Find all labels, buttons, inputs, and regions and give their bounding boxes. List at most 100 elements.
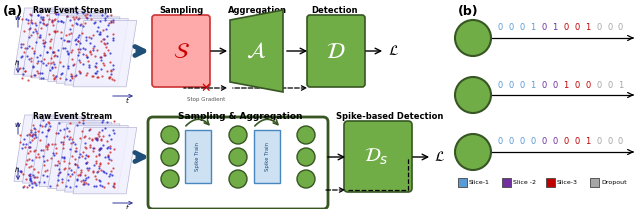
Polygon shape [65,126,129,192]
Text: $\mathcal{D}$: $\mathcal{D}$ [326,42,346,62]
Text: $\mathcal{S}$: $\mathcal{S}$ [173,42,189,62]
Text: 0: 0 [596,23,602,33]
Polygon shape [14,8,77,74]
Text: 0: 0 [574,138,579,147]
Text: 0: 0 [618,138,623,147]
Polygon shape [48,15,111,82]
Text: w: w [14,15,20,21]
Text: h: h [15,167,19,173]
Text: 0: 0 [607,138,612,147]
Circle shape [297,126,315,144]
Text: 0: 0 [618,23,623,33]
Text: Raw Event Stream: Raw Event Stream [33,112,113,121]
Polygon shape [22,117,86,183]
Polygon shape [65,19,129,85]
Text: $\mathcal{L}$: $\mathcal{L}$ [388,44,399,58]
Text: 0: 0 [541,23,547,33]
Text: Slice-3: Slice-3 [557,180,578,185]
Polygon shape [48,122,111,189]
Text: Aggregation: Aggregation [227,6,287,15]
Text: 0: 0 [498,138,503,147]
Text: 0: 0 [541,138,547,147]
Text: Sampling & Aggregation: Sampling & Aggregation [178,112,302,121]
Text: Spike Train: Spike Train [195,142,200,171]
Text: 0: 0 [509,138,514,147]
Circle shape [297,170,315,188]
Text: 0: 0 [563,138,568,147]
Circle shape [229,126,247,144]
Polygon shape [56,17,120,83]
Circle shape [161,126,179,144]
FancyBboxPatch shape [590,178,599,187]
Text: Sampling: Sampling [159,6,203,15]
FancyBboxPatch shape [185,130,211,183]
FancyBboxPatch shape [546,178,555,187]
Circle shape [161,148,179,166]
Text: Dropout: Dropout [601,180,627,185]
Circle shape [229,170,247,188]
Text: 1: 1 [563,80,568,89]
Text: 1: 1 [585,138,591,147]
Text: $\mathcal{A}$: $\mathcal{A}$ [246,41,266,61]
FancyBboxPatch shape [458,178,467,187]
Text: 0: 0 [574,23,579,33]
Polygon shape [56,124,120,190]
Text: 0: 0 [531,138,536,147]
Text: (b): (b) [458,5,479,18]
Circle shape [161,170,179,188]
FancyBboxPatch shape [152,15,210,87]
Text: 0: 0 [509,80,514,89]
Text: 0: 0 [607,23,612,33]
Text: w: w [14,122,20,128]
Text: 0: 0 [552,80,557,89]
Polygon shape [14,115,77,181]
Text: (a): (a) [3,5,23,18]
Polygon shape [22,10,86,76]
Circle shape [455,77,491,113]
Circle shape [229,148,247,166]
Text: 0: 0 [541,80,547,89]
Polygon shape [31,119,95,185]
Text: t: t [125,98,129,104]
Text: 0: 0 [596,80,602,89]
Polygon shape [73,127,137,194]
Text: 0: 0 [498,80,503,89]
Text: t: t [125,205,129,209]
Text: Spike-based Detection: Spike-based Detection [336,112,444,121]
Text: Stop Gradient: Stop Gradient [187,97,225,102]
FancyBboxPatch shape [148,117,328,209]
Text: ✕: ✕ [201,82,211,94]
Text: Slice -2: Slice -2 [513,180,536,185]
Text: Raw Event Stream: Raw Event Stream [33,6,113,15]
Text: 0: 0 [498,23,503,33]
Text: 0: 0 [563,23,568,33]
Text: 0: 0 [596,138,602,147]
Text: 1: 1 [552,23,557,33]
FancyBboxPatch shape [307,15,365,87]
Text: Slice-1: Slice-1 [469,180,490,185]
Circle shape [455,134,491,170]
Polygon shape [39,120,103,187]
FancyBboxPatch shape [344,121,412,192]
FancyBboxPatch shape [502,178,511,187]
Text: 1: 1 [531,80,536,89]
Text: 0: 0 [509,23,514,33]
Text: h: h [15,60,19,66]
FancyBboxPatch shape [254,130,280,183]
Text: $\mathcal{D}_s$: $\mathcal{D}_s$ [364,146,388,167]
Polygon shape [73,20,137,87]
Circle shape [297,148,315,166]
Text: 0: 0 [552,138,557,147]
Text: 0: 0 [520,138,525,147]
Text: 1: 1 [618,80,623,89]
Polygon shape [31,11,95,78]
Text: 1: 1 [531,23,536,33]
Text: 1: 1 [585,23,591,33]
Text: 0: 0 [607,80,612,89]
Text: 0: 0 [574,80,579,89]
Text: 0: 0 [520,23,525,33]
Polygon shape [39,13,103,80]
Text: Spike Train: Spike Train [264,142,269,171]
Text: 0: 0 [520,80,525,89]
Circle shape [455,20,491,56]
